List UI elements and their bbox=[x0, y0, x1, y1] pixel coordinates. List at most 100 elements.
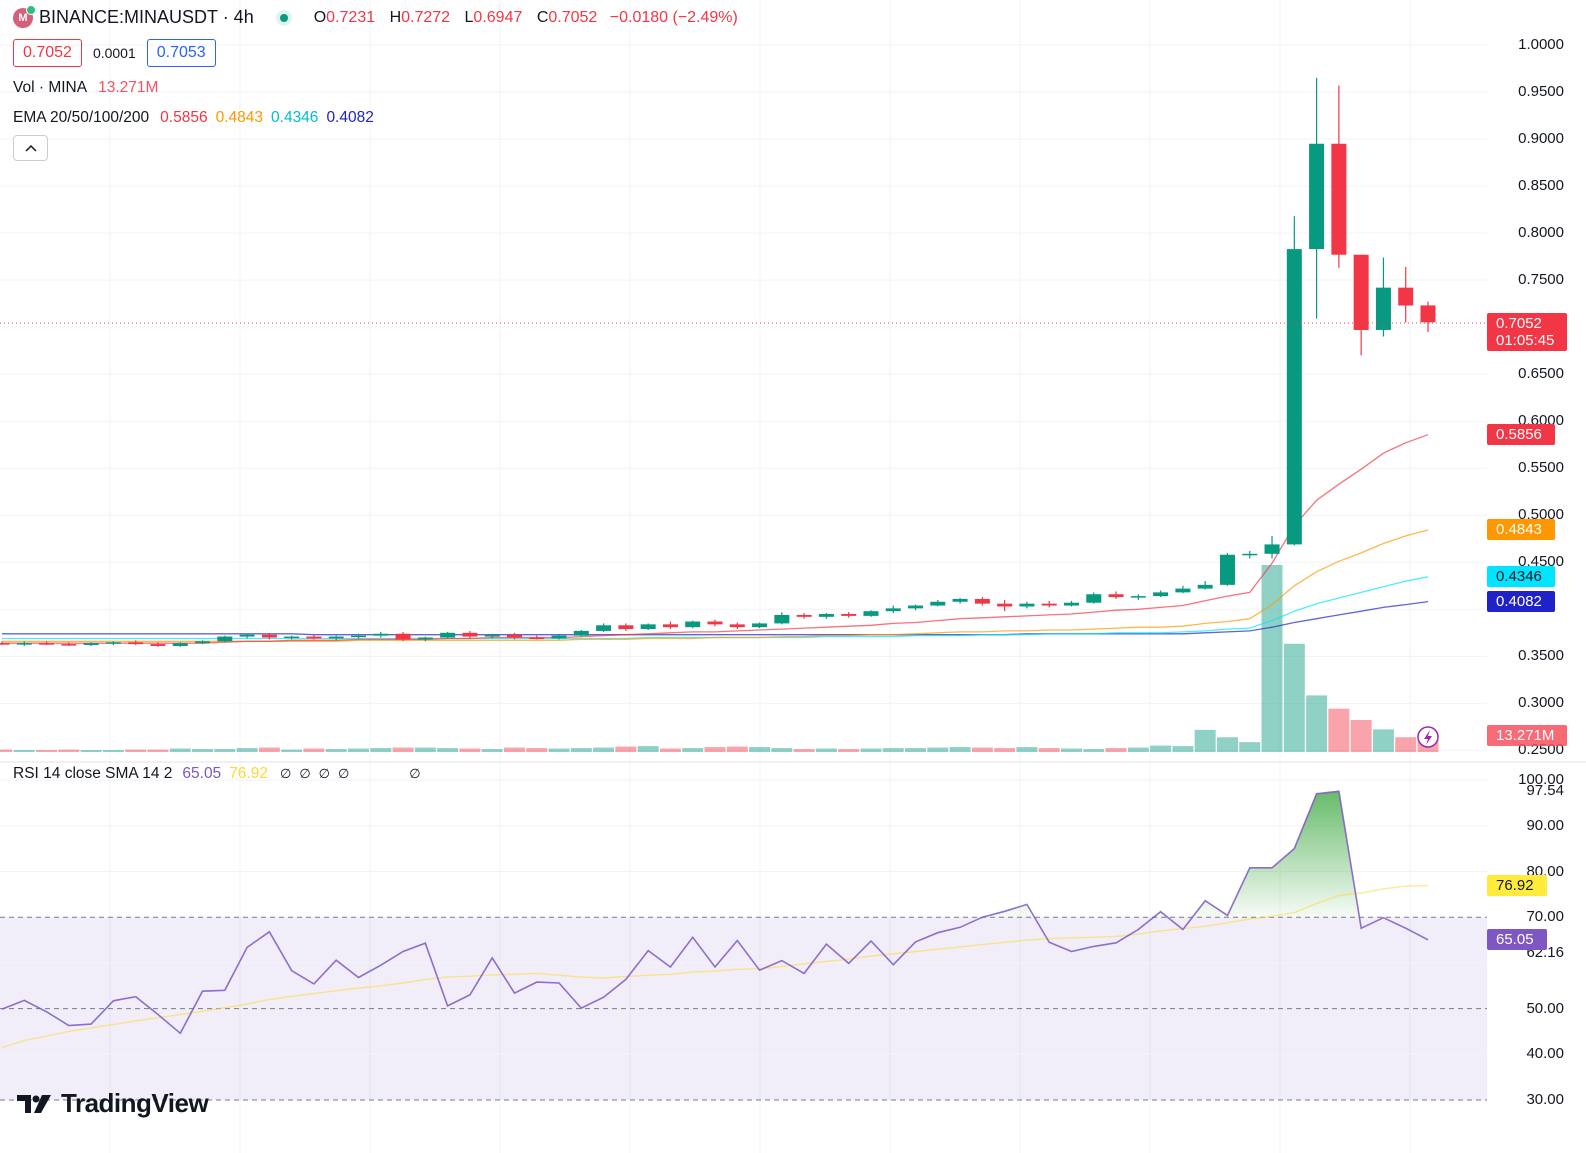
volume-bar bbox=[80, 750, 102, 752]
candle-body bbox=[462, 632, 478, 637]
ema-price-tag: 0.4346 bbox=[1487, 565, 1555, 587]
volume-bar bbox=[994, 748, 1016, 752]
volume-bar bbox=[905, 748, 927, 752]
candle-body bbox=[752, 623, 768, 628]
low-key: L bbox=[464, 8, 474, 26]
price-tick-label: 0.9000 bbox=[1518, 130, 1564, 148]
rsi-sma-line bbox=[1, 884, 1429, 1049]
candle-body bbox=[596, 625, 612, 631]
candle-body bbox=[417, 637, 433, 640]
candle-body bbox=[1019, 603, 1035, 607]
lightning-icon[interactable] bbox=[1417, 726, 1439, 748]
volume-tag: 13.271M bbox=[1487, 725, 1567, 746]
rsi-line bbox=[1, 790, 1429, 1035]
price-tick-label: 0.3500 bbox=[1518, 647, 1564, 665]
candle-body bbox=[261, 634, 277, 638]
price-tick-label: 0.8000 bbox=[1518, 224, 1564, 242]
candle-body bbox=[1219, 554, 1235, 585]
volume-bar bbox=[281, 749, 303, 752]
candle-body bbox=[284, 636, 300, 639]
volume-legend[interactable]: Vol · MINA 13.271M bbox=[13, 79, 158, 97]
tradingview-logo[interactable]: TradingView bbox=[15, 1088, 209, 1119]
change-value: −0.0180 (−2.49%) bbox=[609, 8, 738, 26]
rsi-sma-tag: 76.92 bbox=[1487, 874, 1547, 896]
spread-value: 0.0001 bbox=[92, 45, 136, 61]
candle-body bbox=[306, 636, 322, 639]
price-tick-label: 0.7500 bbox=[1518, 271, 1564, 289]
volume-bar bbox=[348, 748, 369, 752]
rsi-tick-label: 100.00 bbox=[1518, 771, 1564, 789]
tradingview-logo-text: TradingView bbox=[61, 1088, 209, 1118]
rsi-label: RSI 14 close SMA 14 2 bbox=[13, 765, 173, 782]
candle-body bbox=[818, 614, 834, 617]
low-value: 0.6947 bbox=[473, 8, 523, 26]
high-value: 0.7272 bbox=[401, 8, 451, 26]
candle-body bbox=[1086, 594, 1102, 603]
volume-bar bbox=[838, 749, 860, 752]
volume-bar bbox=[793, 749, 815, 752]
symbol-title[interactable]: BINANCE:MINAUSDT · 4h bbox=[39, 7, 254, 27]
rsi-tick-label: 90.00 bbox=[1526, 816, 1564, 834]
volume-bar bbox=[1328, 708, 1350, 752]
volume-label: Vol · MINA bbox=[13, 79, 88, 96]
volume-bar bbox=[615, 746, 637, 752]
ema20-line bbox=[2, 434, 1429, 644]
volume-bar bbox=[682, 748, 704, 752]
price-tick-label: 1.0000 bbox=[1518, 36, 1564, 53]
volume-bar bbox=[125, 749, 147, 752]
volume-bar bbox=[36, 750, 58, 752]
volume-bar bbox=[815, 748, 837, 752]
collapse-legend-button[interactable] bbox=[13, 135, 48, 161]
rsi-tick-label: 40.00 bbox=[1526, 1045, 1564, 1063]
sell-button[interactable]: 0.7052 bbox=[13, 39, 82, 67]
candle-body bbox=[395, 633, 411, 640]
candle-body bbox=[1353, 254, 1369, 330]
candle-body bbox=[997, 603, 1013, 607]
candle-body bbox=[685, 621, 701, 628]
ema200-line bbox=[2, 600, 1429, 636]
price-tick-label: 0.5000 bbox=[1518, 506, 1564, 524]
null-value: ∅ bbox=[337, 766, 350, 781]
volume-value: 13.271M bbox=[98, 79, 159, 96]
candle-body bbox=[529, 637, 545, 640]
close-value: 0.7052 bbox=[548, 8, 598, 26]
ema50-value: 0.4843 bbox=[215, 109, 264, 126]
candle-body bbox=[662, 624, 678, 628]
candle-body bbox=[195, 641, 211, 644]
candle-body bbox=[1108, 594, 1124, 598]
candle-body bbox=[841, 614, 857, 616]
candle-body bbox=[908, 605, 924, 609]
candle-body bbox=[1264, 544, 1280, 554]
ema-price-tag: 0.4843 bbox=[1487, 519, 1555, 541]
rsi-legend[interactable]: RSI 14 close SMA 14 2 65.05 76.92 ∅ ∅ ∅ … bbox=[13, 765, 421, 783]
rsi-tick-label: 70.00 bbox=[1526, 908, 1564, 926]
volume-bar bbox=[637, 746, 659, 752]
volume-bar bbox=[860, 748, 882, 752]
last-price-tag: 0.7052 01:05:45 bbox=[1487, 313, 1567, 351]
price-tick-label: 0.9500 bbox=[1518, 83, 1564, 101]
volume-bar bbox=[949, 747, 971, 752]
ema-legend[interactable]: EMA 20/50/100/200 0.5856 0.4843 0.4346 0… bbox=[13, 109, 374, 127]
ema100-value: 0.4346 bbox=[271, 109, 319, 126]
buy-button[interactable]: 0.7053 bbox=[146, 39, 216, 67]
volume-bar bbox=[1172, 746, 1194, 752]
volume-bar bbox=[1194, 729, 1216, 752]
price-tick-label: 0.5500 bbox=[1518, 459, 1564, 477]
volume-bar bbox=[437, 748, 459, 752]
rsi-value: 65.05 bbox=[182, 765, 222, 782]
tradingview-logo-icon bbox=[17, 1094, 51, 1113]
ema100-line bbox=[2, 576, 1429, 640]
null-value: ∅ bbox=[409, 766, 421, 781]
candle-body bbox=[952, 598, 968, 602]
volume-bar bbox=[258, 747, 280, 752]
market-status-icon[interactable] bbox=[275, 9, 292, 26]
volume-bar bbox=[526, 748, 548, 752]
volume-bar bbox=[1372, 729, 1394, 752]
candle-body bbox=[1064, 602, 1079, 606]
open-key: O bbox=[313, 8, 327, 26]
volume-bar bbox=[414, 747, 436, 752]
volume-bar bbox=[593, 747, 615, 752]
ema200-value: 0.4082 bbox=[326, 109, 374, 126]
candle-countdown: 01:05:45 bbox=[1496, 332, 1555, 349]
